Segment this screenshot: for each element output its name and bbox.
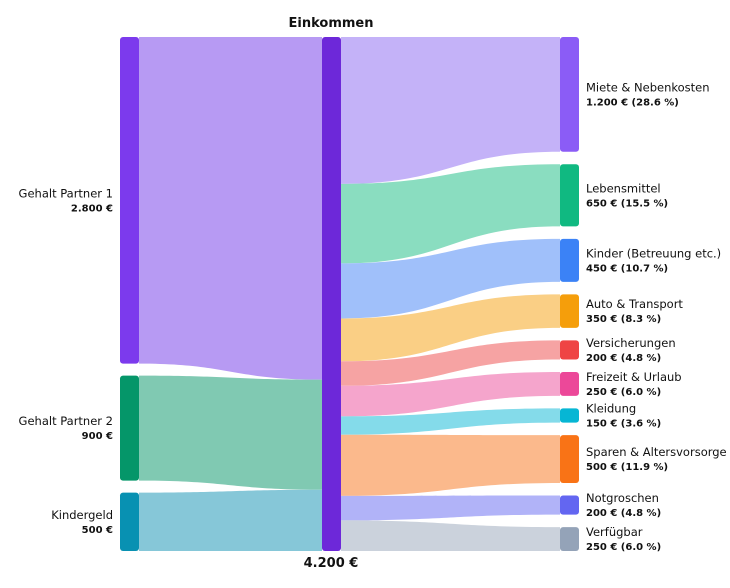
target-label: Lebensmittel [586,181,661,195]
target-value: 1.200 € (28.6 %) [586,97,679,108]
link-target-8 [341,495,560,521]
target-value: 150 € (3.6 %) [586,419,661,430]
target-node[interactable] [560,435,579,483]
target-node[interactable] [560,37,579,152]
source-node[interactable] [120,375,139,481]
target-label: Kleidung [586,402,636,416]
target-value: 650 € (15.5 %) [586,198,668,209]
target-value: 500 € (11.9 %) [586,462,668,473]
target-value: 200 € (4.8 %) [586,353,661,364]
center-total: 4.200 € [304,556,359,571]
target-node[interactable] [560,340,579,360]
link-target-7 [341,434,560,496]
link-target-9 [341,520,560,551]
target-label: Kinder (Betreuung etc.) [586,246,721,260]
target-label: Sparen & Altersvorsorge [586,445,727,459]
source-value: 2.800 € [71,203,113,214]
target-node[interactable] [560,294,579,328]
target-label: Auto & Transport [586,297,683,311]
target-value: 250 € (6.0 %) [586,387,661,398]
target-node[interactable] [560,495,579,515]
source-label: Kindergeld [51,508,113,522]
link-source-0 [139,37,322,380]
center-title: Einkommen [289,16,374,31]
target-node[interactable] [560,408,579,423]
target-label: Notgroschen [586,491,659,505]
target-value: 450 € (10.7 %) [586,263,668,274]
labels: Gehalt Partner 1 2.800 € Gehalt Partner 2 9… [19,80,727,553]
link-target-2 [341,238,560,319]
target-value: 250 € (6.0 %) [586,542,661,553]
nodes [120,37,579,551]
link-source-1 [139,375,322,490]
link-target-5 [341,371,560,417]
links [139,37,560,551]
source-value: 500 € [82,525,113,536]
target-label: Miete & Nebenkosten [586,80,710,94]
target-node[interactable] [560,371,579,396]
source-value: 900 € [82,431,113,442]
link-target-0 [341,37,560,184]
source-label: Gehalt Partner 2 [19,414,113,428]
link-source-2 [139,489,322,551]
target-node[interactable] [560,238,579,282]
target-node[interactable] [560,527,579,551]
center-node[interactable] [322,37,341,551]
source-node[interactable] [120,37,139,364]
link-target-4 [341,340,560,386]
link-target-1 [341,164,560,264]
target-label: Freizeit & Urlaub [586,370,682,384]
source-node[interactable] [120,492,139,551]
source-label: Gehalt Partner 1 [19,186,113,200]
target-label: Verfügbar [586,525,643,539]
link-target-3 [341,294,560,362]
target-value: 200 € (4.8 %) [586,508,661,519]
target-label: Versicherungen [586,336,676,350]
link-target-6 [341,408,560,435]
target-node[interactable] [560,164,579,227]
target-value: 350 € (8.3 %) [586,314,661,325]
